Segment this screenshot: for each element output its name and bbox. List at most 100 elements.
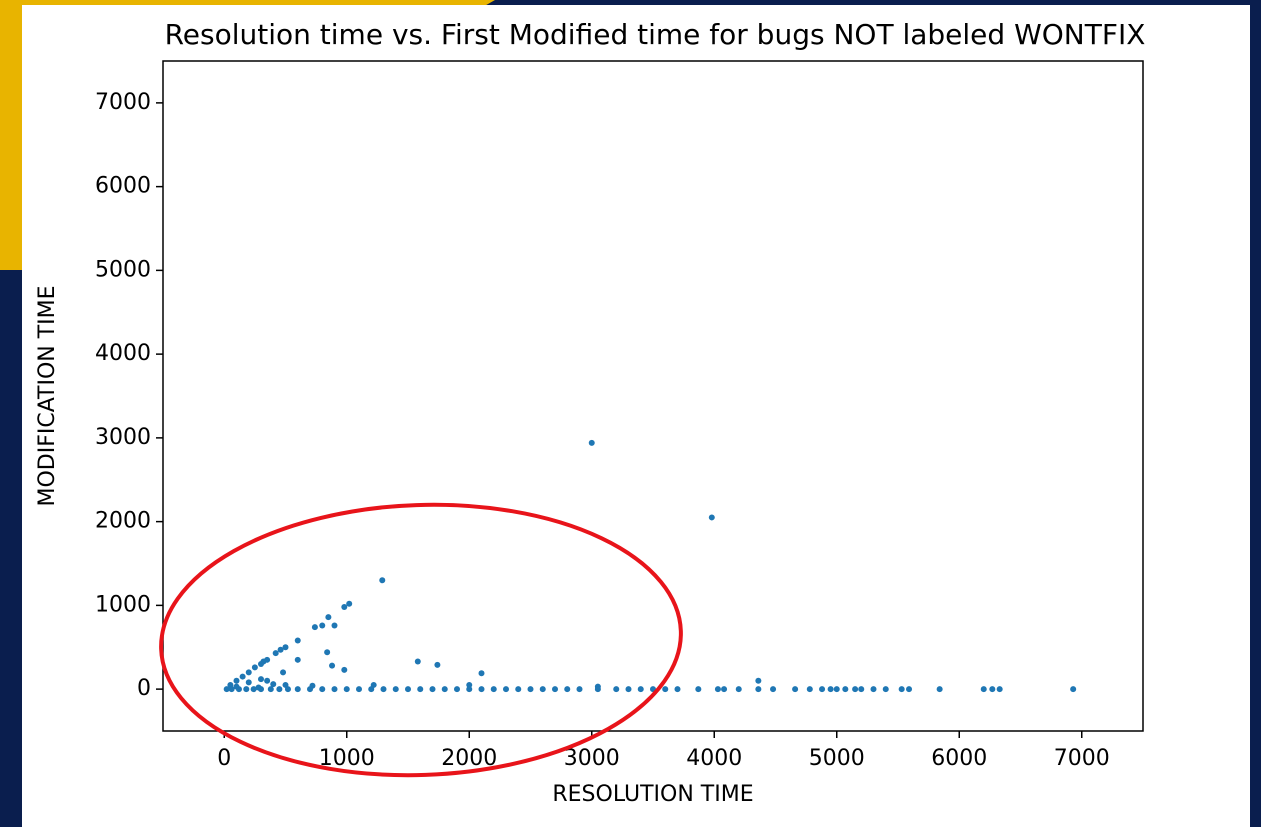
point bbox=[434, 661, 441, 668]
point bbox=[637, 686, 644, 693]
point bbox=[936, 686, 943, 693]
point bbox=[243, 686, 250, 693]
point bbox=[714, 686, 721, 693]
point bbox=[466, 686, 473, 693]
point bbox=[228, 686, 235, 693]
point bbox=[294, 637, 301, 644]
y-tick-label: 0 bbox=[137, 676, 151, 701]
point bbox=[311, 624, 318, 631]
point bbox=[625, 686, 632, 693]
y-tick-label: 1000 bbox=[95, 592, 151, 617]
x-tick-label: 5000 bbox=[809, 746, 865, 771]
point bbox=[233, 677, 240, 684]
slide-panel bbox=[22, 5, 1250, 827]
plot-frame bbox=[162, 60, 1144, 732]
point bbox=[319, 622, 326, 629]
point bbox=[721, 686, 728, 693]
point bbox=[250, 686, 257, 693]
y-tick-label: 5000 bbox=[95, 257, 151, 282]
point bbox=[906, 686, 913, 693]
point bbox=[223, 686, 230, 693]
point bbox=[392, 686, 399, 693]
point bbox=[503, 686, 509, 693]
point bbox=[898, 686, 905, 693]
point bbox=[284, 686, 291, 693]
point bbox=[806, 686, 813, 693]
point bbox=[842, 686, 849, 693]
point bbox=[833, 686, 840, 693]
point bbox=[539, 686, 546, 693]
point bbox=[515, 686, 522, 693]
point bbox=[594, 686, 601, 693]
point bbox=[454, 686, 460, 693]
point bbox=[478, 670, 485, 677]
point bbox=[1070, 686, 1077, 693]
point bbox=[858, 686, 865, 693]
point bbox=[490, 686, 497, 693]
point bbox=[564, 686, 571, 693]
chart-title: Resolution time vs. First Modified time … bbox=[165, 18, 1146, 51]
y-tick-label: 3000 bbox=[95, 425, 151, 450]
point bbox=[368, 686, 375, 693]
point bbox=[280, 669, 287, 676]
point bbox=[414, 658, 421, 665]
y-tick-label: 7000 bbox=[95, 90, 151, 115]
point bbox=[662, 686, 669, 693]
point bbox=[852, 686, 859, 693]
x-tick-label: 6000 bbox=[931, 746, 987, 771]
x-tick-label: 4000 bbox=[686, 746, 742, 771]
point bbox=[429, 686, 436, 693]
point bbox=[264, 677, 271, 684]
x-axis-label: RESOLUTION TIME bbox=[552, 782, 753, 807]
point bbox=[552, 686, 558, 693]
point bbox=[245, 669, 252, 676]
point bbox=[277, 646, 284, 653]
y-axis-label: MODIFICATION TIME bbox=[35, 285, 60, 506]
y-tick-label: 4000 bbox=[95, 341, 151, 366]
point bbox=[755, 686, 762, 693]
point bbox=[588, 439, 595, 446]
point bbox=[307, 686, 313, 693]
y-tick-label: 6000 bbox=[95, 174, 151, 199]
point bbox=[294, 656, 301, 663]
point bbox=[380, 686, 387, 693]
point bbox=[267, 686, 274, 693]
x-tick-label: 0 bbox=[217, 746, 231, 771]
point bbox=[478, 686, 485, 693]
point bbox=[405, 686, 411, 693]
point bbox=[379, 577, 386, 584]
point bbox=[258, 686, 264, 693]
point bbox=[329, 662, 336, 669]
point bbox=[527, 686, 534, 693]
point bbox=[325, 614, 332, 621]
point bbox=[319, 686, 326, 693]
point bbox=[356, 686, 362, 693]
point bbox=[708, 514, 715, 521]
point bbox=[294, 686, 301, 693]
point bbox=[466, 681, 473, 688]
point bbox=[417, 686, 424, 693]
point bbox=[819, 686, 826, 693]
point bbox=[251, 664, 258, 671]
point bbox=[770, 686, 777, 693]
point bbox=[346, 600, 353, 607]
point bbox=[695, 686, 702, 693]
x-tick-label: 7000 bbox=[1054, 746, 1110, 771]
point bbox=[272, 650, 279, 657]
point bbox=[341, 666, 348, 673]
point bbox=[827, 686, 834, 693]
point bbox=[989, 686, 996, 693]
point bbox=[870, 686, 877, 693]
point bbox=[996, 686, 1003, 693]
point bbox=[258, 661, 264, 667]
point bbox=[235, 686, 242, 693]
point bbox=[343, 686, 350, 693]
point bbox=[270, 681, 277, 688]
plot: 0 1000 2000 3000 4000 5000 6000 700001000200030… bbox=[95, 90, 1110, 771]
point bbox=[613, 686, 620, 693]
point bbox=[735, 686, 742, 693]
y-tick-label: 2000 bbox=[95, 509, 151, 534]
point bbox=[341, 604, 348, 611]
